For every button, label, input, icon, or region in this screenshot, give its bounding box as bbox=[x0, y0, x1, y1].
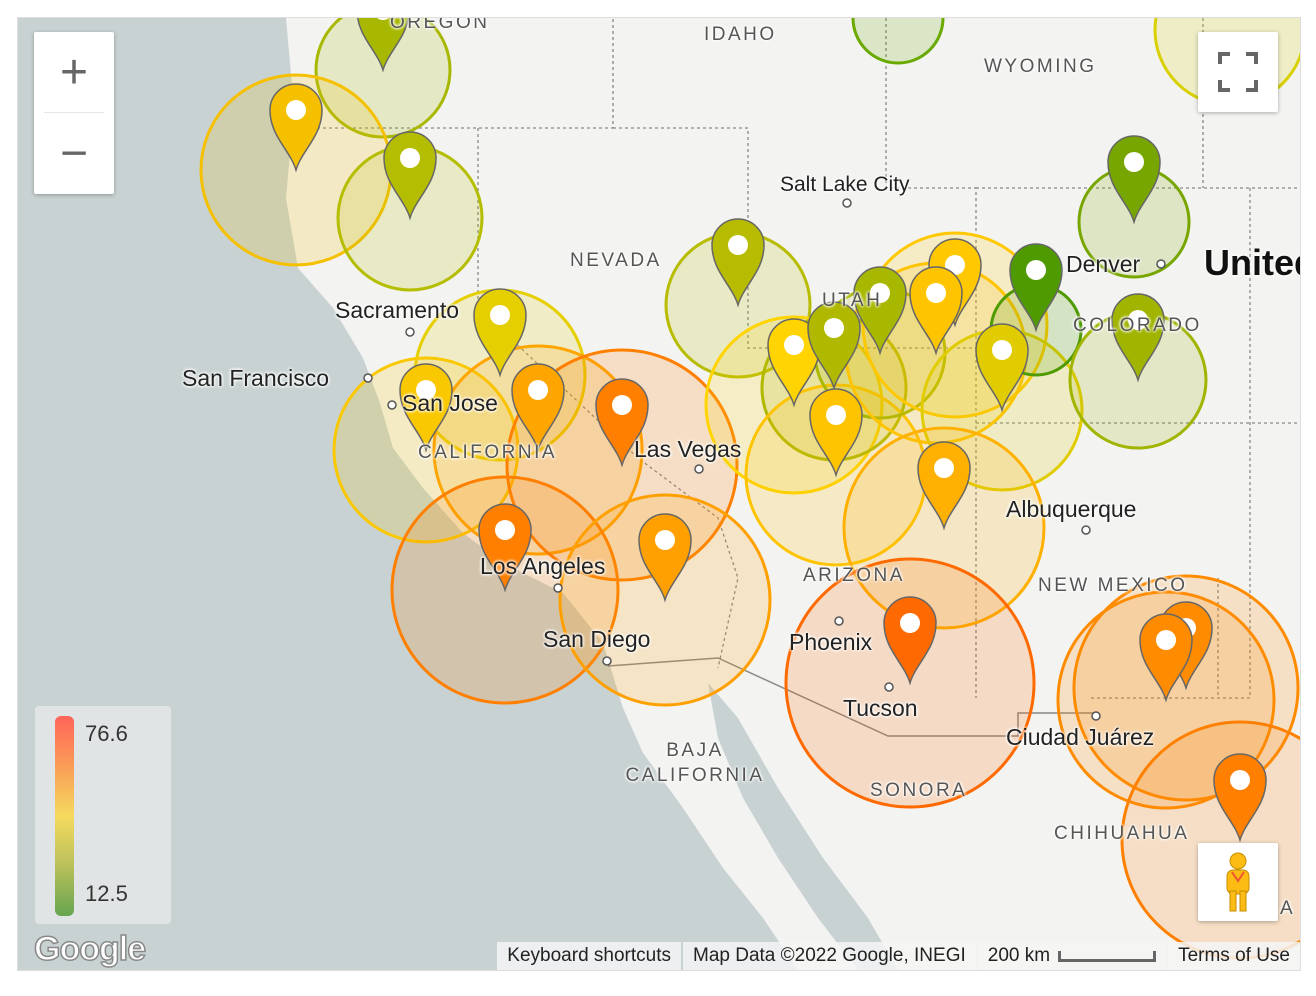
map-pin-icon[interactable] bbox=[356, 18, 410, 73]
label-baja-california: BAJA CALIFORNIA bbox=[625, 740, 765, 786]
label-denver: Denver bbox=[1066, 251, 1141, 277]
marker-radius-circle bbox=[851, 18, 945, 65]
label-united-states: United bbox=[1204, 242, 1300, 283]
label-utah: UTAH bbox=[822, 290, 883, 311]
scale-label: 200 km bbox=[987, 945, 1051, 966]
street-view-button[interactable] bbox=[1198, 843, 1278, 921]
gulf-of-california bbox=[708, 683, 898, 970]
label-san-francisco: San Francisco bbox=[182, 365, 330, 391]
scale-bar[interactable]: 200 km bbox=[977, 942, 1167, 970]
map-pin-icon[interactable] bbox=[1213, 753, 1267, 843]
zoom-in-button[interactable]: + bbox=[59, 45, 89, 99]
map-pin-icon[interactable] bbox=[853, 266, 907, 356]
keyboard-shortcuts-link[interactable]: Keyboard shortcuts bbox=[497, 942, 681, 970]
scale-line bbox=[1058, 950, 1157, 962]
map-pin-icon[interactable] bbox=[883, 596, 937, 686]
map-pin-icon[interactable] bbox=[473, 288, 527, 378]
map-pin-icon[interactable] bbox=[767, 318, 821, 408]
map-pin-icon[interactable] bbox=[269, 83, 323, 173]
label-las-vegas: Las Vegas bbox=[634, 436, 742, 462]
legend-gradient-bar bbox=[55, 716, 74, 916]
map-pin-icon[interactable] bbox=[383, 131, 437, 221]
map-pin-icon[interactable] bbox=[1111, 293, 1165, 383]
zoom-divider bbox=[44, 112, 104, 113]
label-san-jose: San Jose bbox=[402, 390, 498, 416]
map-pin-icon[interactable] bbox=[711, 218, 765, 308]
label-chihuahua: CHIHUAHUA bbox=[1054, 823, 1190, 844]
label-los-angeles: Los Angeles bbox=[480, 553, 606, 579]
map-pin-icon[interactable] bbox=[638, 513, 692, 603]
map-footer: Keyboard shortcuts Map Data ©2022 Google… bbox=[495, 942, 1300, 970]
zoom-out-button[interactable]: − bbox=[59, 126, 89, 180]
fullscreen-button[interactable] bbox=[1198, 32, 1278, 112]
label-salt-lake-city: Salt Lake City bbox=[780, 173, 910, 196]
label-california: CALIFORNIA bbox=[418, 442, 558, 463]
markers[interactable] bbox=[269, 18, 1267, 843]
map-pin-icon[interactable] bbox=[909, 266, 963, 356]
label-new-mexico: NEW MEXICO bbox=[1038, 575, 1188, 596]
label-coahuila: A bbox=[1280, 898, 1296, 919]
label-ciudad-juarez: Ciudad Juárez bbox=[1006, 724, 1155, 750]
terms-of-use-link[interactable]: Terms of Use bbox=[1168, 942, 1300, 970]
map-pin-icon[interactable] bbox=[807, 301, 861, 391]
map-pin-icon[interactable] bbox=[1107, 135, 1161, 225]
map-pin-icon[interactable] bbox=[478, 503, 532, 593]
label-colorado: COLORADO bbox=[1073, 315, 1202, 336]
map-pin-icon[interactable] bbox=[1009, 243, 1063, 333]
marker-radius-circle bbox=[314, 18, 452, 139]
legend-min: 12.5 bbox=[85, 881, 128, 906]
map-pin-icon[interactable] bbox=[975, 323, 1029, 413]
map-pin-icon[interactable] bbox=[595, 378, 649, 468]
legend-max: 76.6 bbox=[85, 721, 128, 746]
label-albuquerque: Albuquerque bbox=[1006, 496, 1137, 522]
label-nevada: NEVADA bbox=[570, 250, 662, 271]
map-pin-icon[interactable] bbox=[399, 363, 453, 453]
label-arizona: ARIZONA bbox=[803, 565, 905, 586]
label-tucson: Tucson bbox=[843, 695, 918, 721]
label-wyoming: WYOMING bbox=[984, 56, 1097, 77]
map-pin-icon[interactable] bbox=[1139, 613, 1193, 703]
map-pin-icon[interactable] bbox=[917, 441, 971, 531]
zoom-control: + − bbox=[34, 32, 114, 194]
map-pin-icon[interactable] bbox=[809, 388, 863, 478]
street-view-pegman-icon bbox=[1226, 852, 1250, 912]
label-oregon: OREGON bbox=[390, 17, 490, 33]
google-logo[interactable]: Google bbox=[33, 929, 147, 969]
map-container[interactable]: OREGON IDAHO WYOMING NEVADA UTAH COLORAD… bbox=[17, 17, 1301, 971]
label-phoenix: Phoenix bbox=[789, 629, 873, 655]
label-sonora: SONORA bbox=[870, 780, 968, 801]
label-idaho: IDAHO bbox=[704, 24, 777, 45]
fullscreen-icon bbox=[1218, 52, 1258, 92]
map-pin-icon[interactable] bbox=[511, 363, 565, 453]
color-legend: 76.6 12.5 bbox=[35, 706, 171, 924]
label-san-diego: San Diego bbox=[543, 626, 651, 652]
label-sacramento: Sacramento bbox=[335, 297, 460, 323]
city-dots bbox=[363, 198, 1166, 721]
map-data-attribution: Map Data ©2022 Google, INEGI bbox=[683, 942, 976, 970]
ocean bbox=[18, 18, 798, 970]
